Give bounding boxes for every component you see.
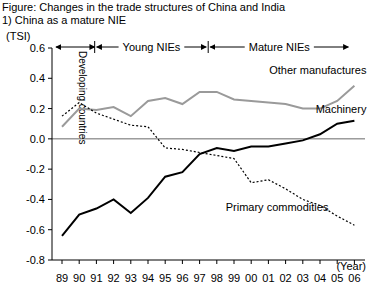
x-tick-label: 90	[73, 272, 85, 284]
x-tick-label: 05	[331, 272, 343, 284]
period-arrow	[56, 47, 95, 48]
period-arrow	[184, 47, 206, 48]
y-tick-label: -0.4	[26, 193, 45, 205]
x-tick	[285, 260, 286, 264]
period-arrow	[314, 47, 349, 48]
x-tick	[96, 260, 97, 264]
title: Figure: Changes in the trade structures …	[2, 1, 286, 13]
x-tick-label: 06	[348, 272, 360, 284]
series-label: Primary commodities	[226, 201, 329, 213]
x-axis-line	[52, 260, 365, 261]
x-tick	[320, 260, 321, 264]
x-tick-label: 96	[176, 272, 188, 284]
x-tick	[268, 260, 269, 264]
y-tick	[48, 108, 52, 109]
x-axis-label: (Year)	[336, 260, 366, 272]
series-label: Other manufactures	[269, 64, 367, 76]
x-tick-label: 99	[228, 272, 240, 284]
x-tick	[79, 260, 80, 264]
x-tick	[302, 260, 303, 264]
y-axis-line	[52, 48, 53, 260]
period-divider	[208, 41, 209, 53]
x-tick-label: 93	[125, 272, 137, 284]
y-tick-label: 0.0	[30, 133, 45, 145]
x-tick	[216, 260, 217, 264]
x-tick	[337, 260, 338, 264]
y-tick	[48, 199, 52, 200]
x-tick-label: 04	[314, 272, 326, 284]
y-tick-label: 0.6	[30, 42, 45, 54]
x-tick	[113, 260, 114, 264]
y-tick-label: 0.2	[30, 103, 45, 115]
y-tick	[48, 260, 52, 261]
y-tick	[48, 138, 52, 139]
x-tick	[354, 260, 355, 264]
x-tick	[199, 260, 200, 264]
x-tick-label: 97	[193, 272, 205, 284]
x-tick-label: 03	[297, 272, 309, 284]
series-line	[62, 86, 354, 127]
y-tick-label: -0.2	[26, 163, 45, 175]
y-tick-label: -0.8	[26, 254, 45, 266]
annotation: Mature NIEs	[249, 41, 311, 53]
x-tick	[148, 260, 149, 264]
x-tick	[62, 260, 63, 264]
x-tick	[182, 260, 183, 264]
y-tick	[48, 229, 52, 230]
x-tick	[130, 260, 131, 264]
x-tick-label: 91	[90, 272, 102, 284]
x-tick-label: 95	[159, 272, 171, 284]
y-tick	[48, 169, 52, 170]
zero-line	[52, 138, 365, 139]
y-tick	[48, 48, 52, 49]
period-divider	[94, 41, 95, 53]
series-line	[62, 103, 354, 226]
period-arrow	[97, 47, 119, 48]
series-group	[62, 86, 354, 236]
x-tick	[251, 260, 252, 264]
y-tick	[48, 78, 52, 79]
series-line	[62, 121, 354, 236]
y-tick-label: 0.4	[30, 72, 45, 84]
chart: Figure: Changes in the trade structures …	[0, 0, 370, 288]
x-tick-label: 92	[107, 272, 119, 284]
x-tick	[165, 260, 166, 264]
annotation: Young NIEs	[123, 41, 181, 53]
y-axis-label: (TSI)	[6, 30, 30, 42]
x-tick-label: 01	[262, 272, 274, 284]
x-tick	[234, 260, 235, 264]
subtitle: 1) China as a mature NIE	[2, 14, 126, 26]
x-tick-label: 02	[279, 272, 291, 284]
x-tick-label: 94	[142, 272, 154, 284]
series-label: Machinery	[316, 103, 367, 115]
x-tick-label: 98	[211, 272, 223, 284]
annotation: Developing countries	[77, 51, 88, 144]
period-arrow	[210, 47, 245, 48]
y-tick-label: -0.6	[26, 224, 45, 236]
x-tick-label: 00	[245, 272, 257, 284]
x-tick-label: 89	[56, 272, 68, 284]
